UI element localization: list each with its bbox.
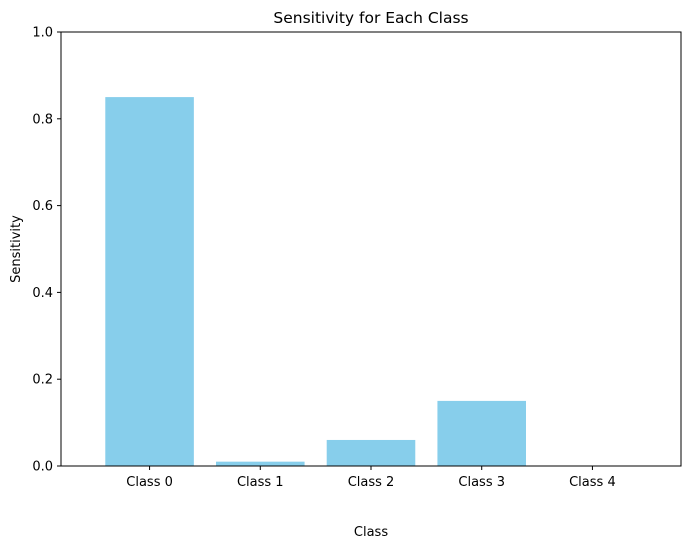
x-axis-ticks: Class 0 Class 1 Class 2 Class 3 Class 4 [126,466,616,490]
x-tick-label: Class 1 [237,475,284,490]
x-tick-label: Class 0 [126,475,173,490]
y-tick-label: 0.4 [32,286,53,301]
y-tick-label: 0.2 [32,373,53,388]
bar-class-3 [437,400,526,466]
bar-class-1 [216,461,305,466]
bar-series [105,97,526,466]
y-axis-ticks: 0.0 0.2 0.4 0.6 0.8 1.0 [32,26,61,475]
y-axis-label: Sensitivity [9,215,24,283]
y-tick-label: 0.0 [32,460,53,475]
y-tick-label: 1.0 [32,26,53,41]
bar-class-2 [326,439,416,466]
x-tick-label: Class 4 [569,475,616,490]
plot-frame [60,31,682,467]
bar-class-0 [105,97,194,466]
chart-title: Sensitivity for Each Class [273,9,468,27]
y-tick-label: 0.6 [32,199,53,214]
y-tick-label: 0.8 [32,112,53,127]
x-axis-label: Class [354,525,388,540]
x-tick-label: Class 3 [458,475,505,490]
x-tick-label: Class 2 [348,475,395,490]
